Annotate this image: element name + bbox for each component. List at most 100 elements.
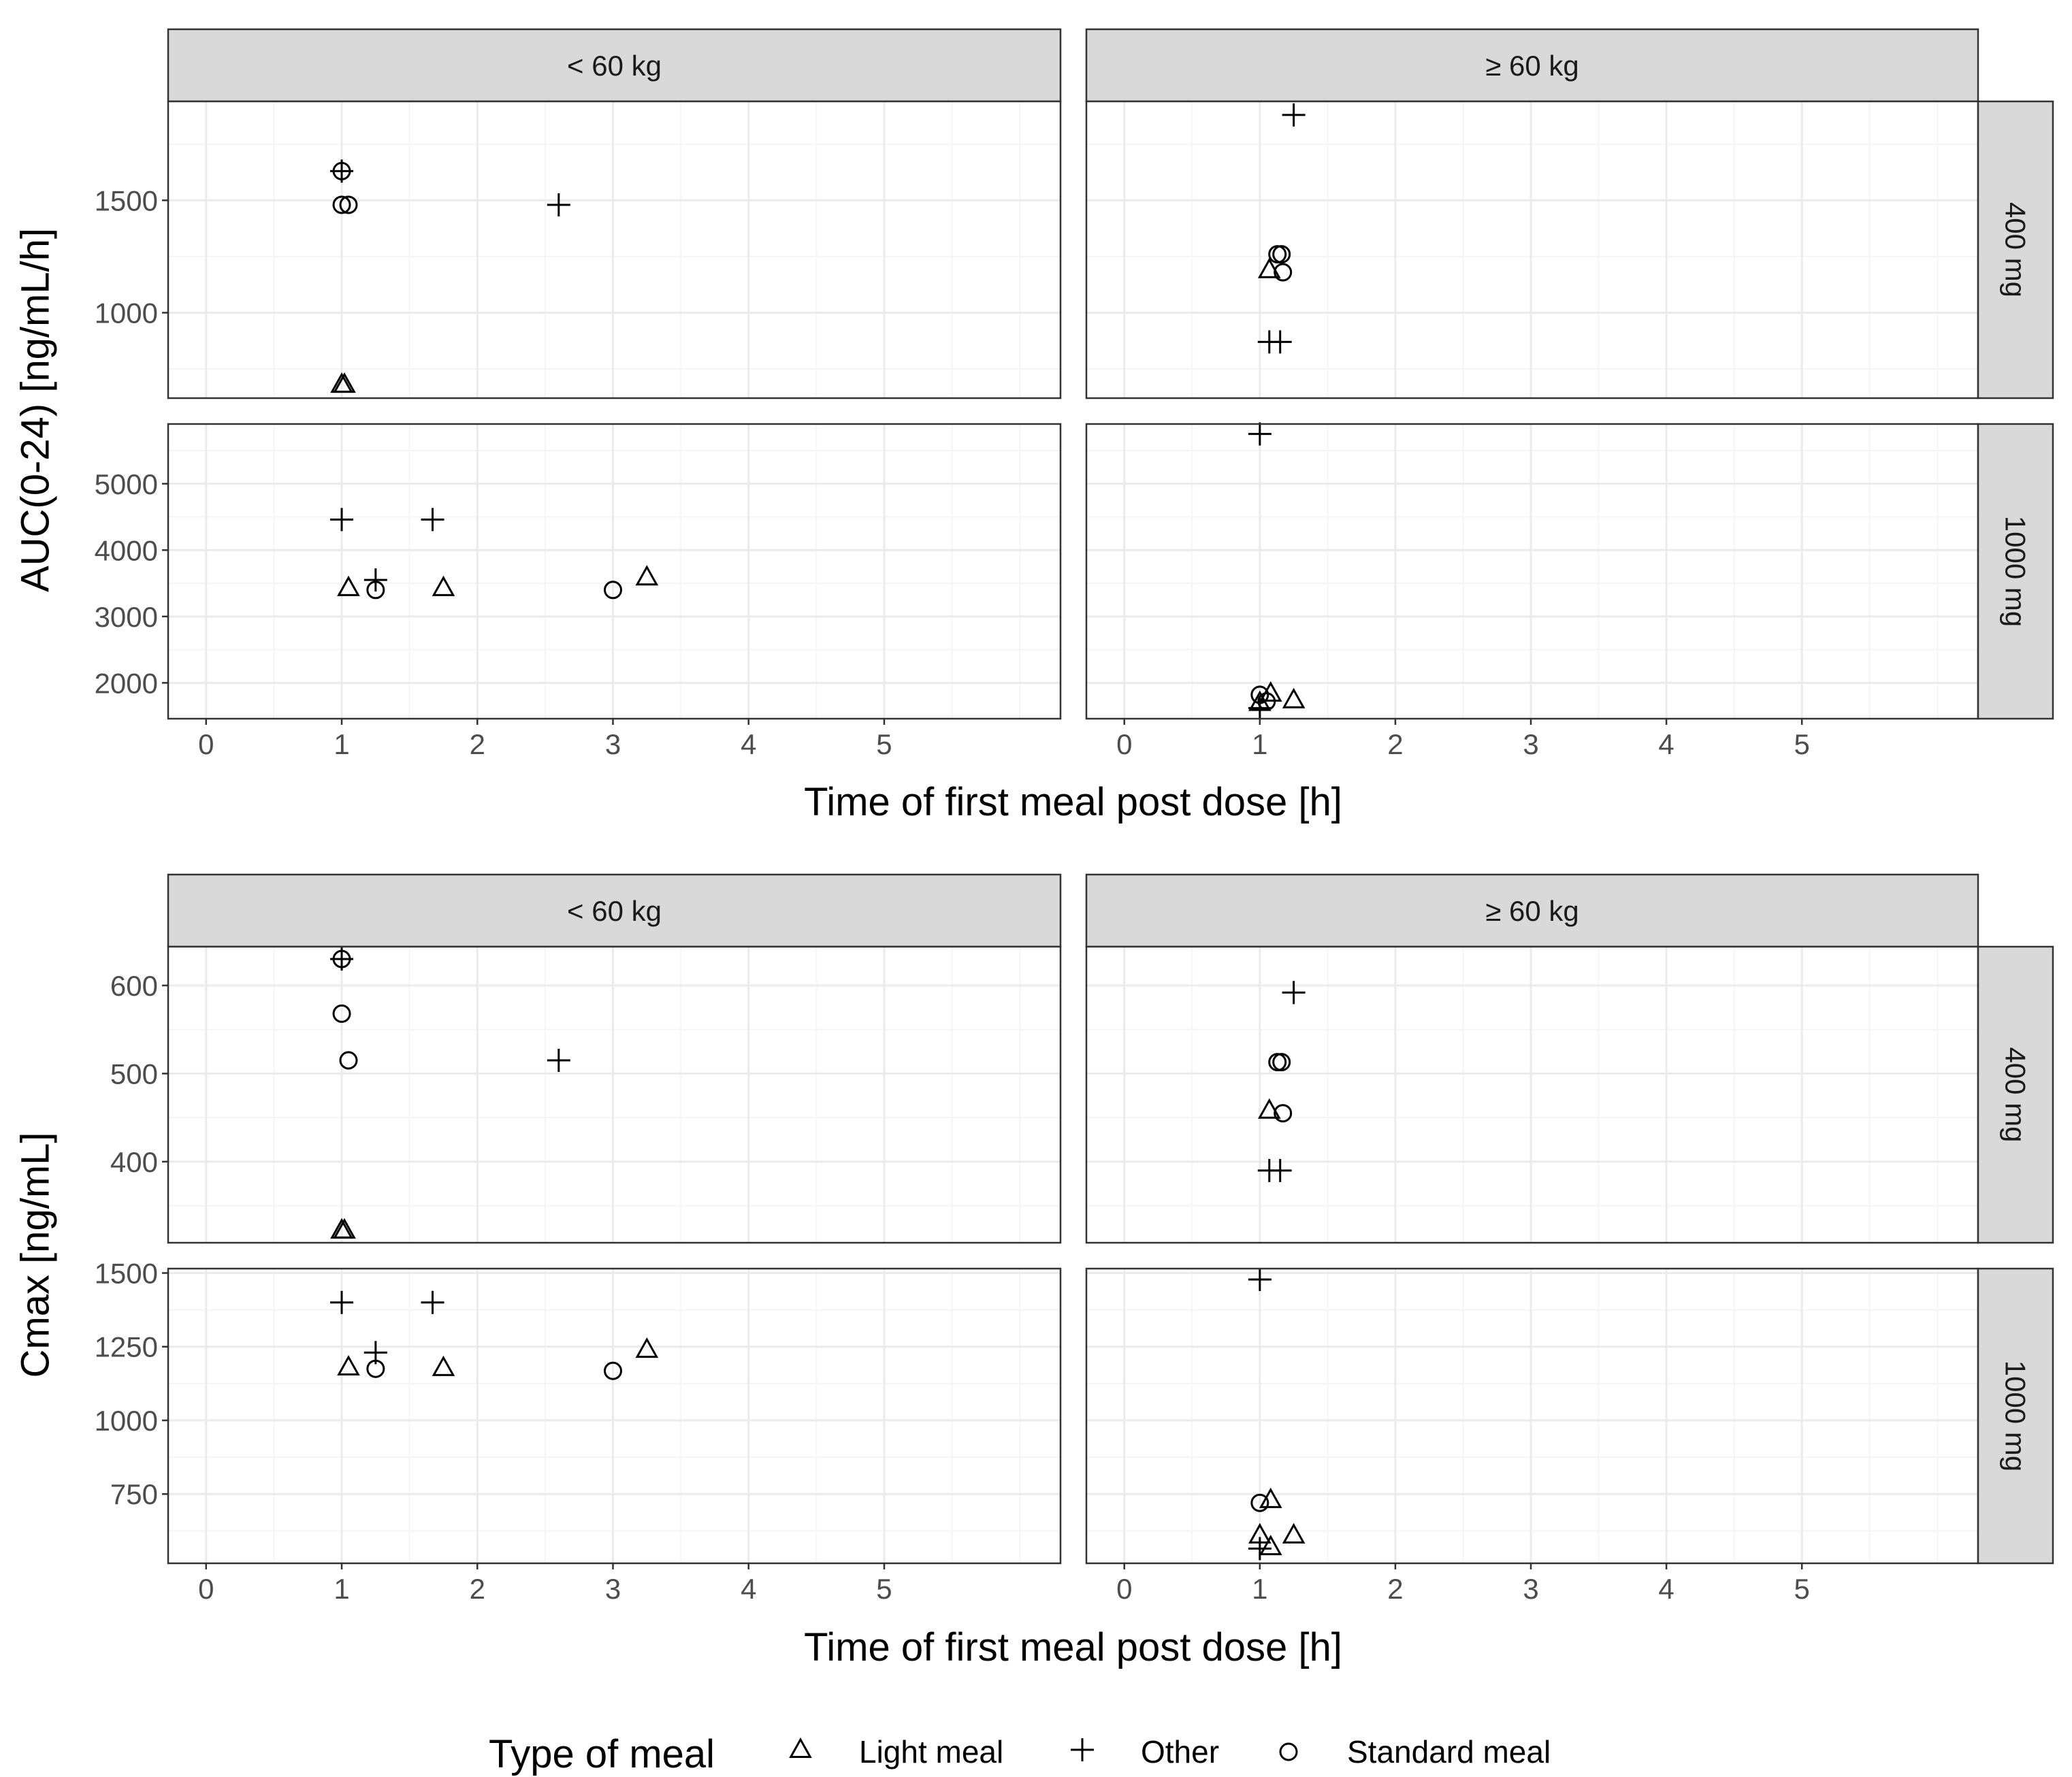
y-tick-label-600: 600 bbox=[110, 970, 158, 1002]
legend-label-standard-meal: Standard meal bbox=[1347, 1734, 1551, 1770]
point-plus bbox=[1248, 1268, 1272, 1292]
panel-background bbox=[1086, 947, 1978, 1243]
panel-border bbox=[167, 945, 1062, 1244]
y-tick-label-5000: 5000 bbox=[95, 468, 158, 500]
panel-background bbox=[168, 101, 1061, 398]
point-triangle bbox=[1282, 687, 1306, 708]
point-plus bbox=[547, 193, 570, 216]
facet-strip-row-1 bbox=[1977, 1267, 2054, 1565]
facet-strip-row-0 bbox=[1977, 945, 2054, 1244]
x-axis-title: Time of first meal post dose [h] bbox=[804, 780, 1342, 824]
point-circle bbox=[604, 1361, 623, 1380]
x-tick-label-3: 3 bbox=[605, 1573, 621, 1605]
facet-label-col-1: ≥ 60 kg bbox=[1485, 50, 1579, 82]
point-triangle bbox=[337, 1354, 360, 1376]
panel-background bbox=[1086, 424, 1978, 719]
y-axis-title: Cmax [ng/mL] bbox=[14, 1132, 58, 1378]
point-plus bbox=[1282, 103, 1306, 127]
y-tick-label-1500: 1500 bbox=[95, 184, 158, 216]
facet-strip-row-1 bbox=[1977, 423, 2054, 720]
point-circle bbox=[332, 195, 351, 214]
point-triangle bbox=[432, 575, 455, 596]
facet-label-row-1000-mg: 1000 mg bbox=[2000, 1360, 2032, 1471]
y-tick-label-1000: 1000 bbox=[95, 297, 158, 329]
point-circle bbox=[1272, 245, 1291, 264]
x-tick-label-2: 2 bbox=[470, 1573, 485, 1605]
facet-strip-row-0 bbox=[1977, 100, 2054, 400]
legend-title: Type of meal bbox=[489, 1732, 715, 1776]
x-tick-label-4: 4 bbox=[1658, 1573, 1674, 1605]
point-triangle bbox=[1257, 1098, 1281, 1119]
x-tick-label-0: 0 bbox=[198, 1573, 214, 1605]
x-axis-title: Time of first meal post dose [h] bbox=[804, 1625, 1342, 1669]
x-tick-label-5: 5 bbox=[876, 1573, 892, 1605]
point-circle bbox=[1272, 1053, 1291, 1072]
y-tick-label-3000: 3000 bbox=[95, 601, 158, 633]
point-triangle bbox=[432, 1355, 455, 1376]
x-tick-label-1: 1 bbox=[334, 1573, 349, 1605]
point-triangle bbox=[333, 1218, 356, 1239]
point-triangle bbox=[337, 575, 360, 596]
y-tick-label-2000: 2000 bbox=[95, 667, 158, 699]
facet-strip-col-0 bbox=[167, 28, 1062, 103]
point-circle bbox=[1257, 692, 1276, 711]
point-circle bbox=[332, 161, 351, 180]
x-tick-label-3: 3 bbox=[1523, 1573, 1538, 1605]
panel-r1-c1 bbox=[1085, 1267, 1979, 1565]
panel-border bbox=[167, 423, 1062, 720]
panel-border bbox=[167, 1267, 1062, 1565]
point-plus bbox=[421, 1290, 444, 1314]
x-tick-label-5: 5 bbox=[1794, 1573, 1810, 1605]
facet-label-row-400-mg: 400 mg bbox=[2000, 202, 2032, 297]
panel-background bbox=[1086, 101, 1978, 398]
point-plus bbox=[547, 1049, 570, 1073]
panel-background bbox=[168, 1269, 1061, 1563]
y-tick-label-1250: 1250 bbox=[95, 1331, 158, 1363]
point-plus bbox=[1248, 422, 1272, 446]
legend-label-light-meal: Light meal bbox=[859, 1734, 1003, 1770]
point-circle bbox=[332, 949, 351, 968]
y-tick-label-500: 500 bbox=[110, 1058, 158, 1090]
facet-strip-col-0 bbox=[167, 873, 1062, 948]
legend-item-light-meal: Light meal bbox=[789, 1734, 1003, 1770]
panel-r1-c1 bbox=[1085, 422, 1979, 720]
x-tick-label-5: 5 bbox=[1794, 728, 1810, 760]
y-tick-label-1000: 1000 bbox=[95, 1405, 158, 1437]
panel-background bbox=[1086, 1269, 1978, 1563]
point-plus bbox=[330, 508, 354, 532]
x-tick-label-0: 0 bbox=[1116, 1573, 1132, 1605]
y-tick-label-400: 400 bbox=[110, 1146, 158, 1178]
facet-label-row-400-mg: 400 mg bbox=[2000, 1047, 2032, 1142]
point-triangle bbox=[1259, 1535, 1282, 1556]
y-tick-label-750: 750 bbox=[110, 1478, 158, 1510]
facet-label-row-1000-mg: 1000 mg bbox=[2000, 516, 2032, 627]
x-tick-label-2: 2 bbox=[1387, 728, 1403, 760]
legend-label-other: Other bbox=[1141, 1734, 1219, 1770]
point-circle bbox=[366, 581, 385, 600]
x-tick-label-0: 0 bbox=[1116, 728, 1132, 760]
point-triangle bbox=[333, 372, 356, 393]
point-plus bbox=[1282, 981, 1306, 1005]
point-plus bbox=[421, 508, 444, 532]
point-triangle bbox=[635, 565, 659, 586]
panel-r0-c0 bbox=[167, 945, 1062, 1244]
point-triangle bbox=[1259, 681, 1282, 702]
panel-r1-c0 bbox=[167, 1267, 1062, 1565]
panel-background bbox=[168, 424, 1061, 719]
x-tick-label-1: 1 bbox=[334, 728, 349, 760]
point-circle bbox=[332, 1004, 351, 1023]
facet-label-col-0: < 60 kg bbox=[567, 50, 662, 82]
point-triangle bbox=[1259, 1487, 1282, 1508]
panel-r0-c1 bbox=[1085, 945, 1979, 1244]
point-plus bbox=[363, 568, 387, 592]
facet-strip-col-1 bbox=[1085, 28, 1979, 103]
legend-key-triangle bbox=[789, 1737, 812, 1758]
facet-label-col-0: < 60 kg bbox=[567, 895, 662, 927]
facet-label-col-1: ≥ 60 kg bbox=[1485, 895, 1579, 927]
point-circle bbox=[1250, 1493, 1269, 1512]
point-circle bbox=[366, 1359, 385, 1378]
point-circle bbox=[604, 581, 623, 600]
panel-r0-c1 bbox=[1085, 100, 1979, 400]
